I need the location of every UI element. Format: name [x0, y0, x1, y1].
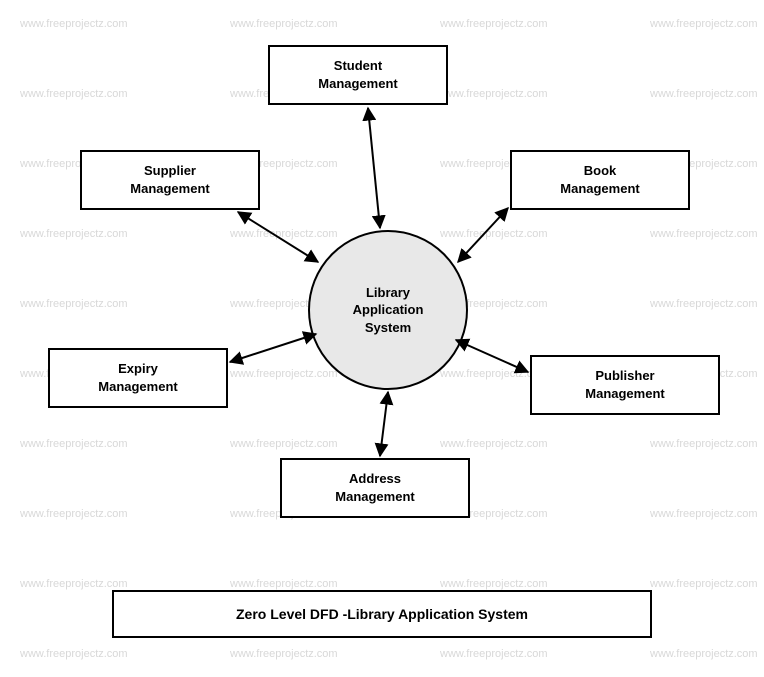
entity-label: BookManagement: [560, 162, 639, 197]
entity-student: StudentManagement: [268, 45, 448, 105]
center-label: LibraryApplicationSystem: [353, 284, 424, 337]
entity-label: PublisherManagement: [585, 367, 664, 402]
entity-label: AddressManagement: [335, 470, 414, 505]
entity-expiry: ExpiryManagement: [48, 348, 228, 408]
diagram-title-box: Zero Level DFD -Library Application Syst…: [112, 590, 652, 638]
diagram-title: Zero Level DFD -Library Application Syst…: [236, 606, 528, 622]
entity-label: ExpiryManagement: [98, 360, 177, 395]
entity-label: StudentManagement: [318, 57, 397, 92]
entity-label: SupplierManagement: [130, 162, 209, 197]
entity-publisher: PublisherManagement: [530, 355, 720, 415]
center-process: LibraryApplicationSystem: [308, 230, 468, 390]
entity-supplier: SupplierManagement: [80, 150, 260, 210]
diagram-canvas: LibraryApplicationSystem StudentManageme…: [0, 0, 764, 677]
entity-book: BookManagement: [510, 150, 690, 210]
entity-address: AddressManagement: [280, 458, 470, 518]
